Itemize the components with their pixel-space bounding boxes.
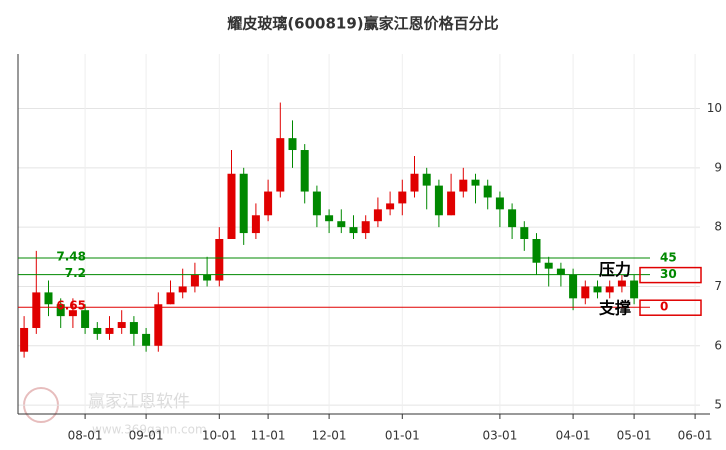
watermark-name: 赢家江恩软件	[88, 392, 190, 412]
candle-body	[459, 179, 468, 192]
candle-body	[239, 173, 248, 234]
candle-body	[154, 304, 163, 346]
candle-body	[93, 327, 102, 334]
candle-body	[520, 227, 529, 239]
candle-body	[300, 150, 309, 192]
candle-body	[483, 185, 492, 198]
candle-body	[422, 173, 431, 186]
candle-body	[178, 286, 187, 293]
candle-body	[361, 221, 370, 234]
candle-body	[251, 215, 260, 234]
y-tick-label: 5	[714, 398, 722, 412]
candle-body	[471, 179, 480, 186]
candle-body	[276, 138, 285, 192]
candle-body	[630, 280, 639, 299]
annotation: 支撑	[598, 299, 631, 318]
candle-body	[544, 262, 553, 269]
candle-body	[312, 191, 321, 216]
y-tick-label: 6	[714, 338, 722, 352]
candle-body	[617, 280, 626, 287]
candle-body	[56, 304, 65, 317]
level-label: 6.65	[56, 299, 86, 313]
candle-body	[495, 197, 504, 210]
x-tick-label: 01-01	[385, 429, 420, 443]
x-tick-label: 12-01	[312, 429, 347, 443]
candle-body	[81, 310, 90, 328]
level-percent: 0	[660, 300, 668, 314]
level-box	[639, 299, 702, 316]
x-tick-label: 10-01	[202, 429, 237, 443]
candle-body	[32, 292, 41, 328]
x-tick-label: 06-01	[678, 429, 713, 443]
candle-body	[215, 239, 224, 281]
y-tick-label: 8	[714, 220, 722, 234]
candle-body	[605, 286, 614, 293]
candle-body	[166, 292, 175, 305]
candle-body	[410, 173, 419, 192]
y-tick-label: 9	[714, 160, 722, 174]
level-percent: 30	[660, 267, 677, 281]
candle-body	[337, 221, 346, 228]
candle-body	[349, 227, 358, 234]
candle-body	[20, 327, 29, 352]
candle-body	[569, 274, 578, 299]
candle-body	[117, 322, 126, 328]
watermark: 赢家江恩软件 www.369gann.com	[23, 387, 207, 437]
candle-body	[227, 173, 236, 239]
candle-body	[105, 327, 114, 334]
x-tick-label: 09-01	[129, 429, 164, 443]
candle-body	[288, 138, 297, 151]
candle-body	[386, 203, 395, 210]
candle-body	[398, 191, 407, 204]
y-tick-label: 10	[707, 101, 722, 115]
candle-body	[142, 333, 151, 346]
candle-body	[434, 185, 443, 216]
candle-body	[44, 292, 53, 305]
candle-body	[264, 191, 273, 216]
candle-body	[68, 310, 77, 317]
level-percent: 45	[660, 250, 677, 264]
candle-body	[556, 268, 565, 275]
x-tick-label: 11-01	[251, 429, 286, 443]
candle-body	[532, 239, 541, 263]
x-tick-label: 05-01	[617, 429, 652, 443]
annotation: 压力	[599, 260, 631, 279]
watermark-url: www.369gann.com	[92, 423, 207, 437]
y-tick-label: 7	[714, 279, 722, 293]
level-label: 7.48	[56, 249, 86, 263]
x-tick-label: 04-01	[556, 429, 591, 443]
x-tick-label: 03-01	[482, 429, 517, 443]
candle-body	[190, 274, 199, 287]
level-box	[639, 266, 702, 284]
candle-body	[581, 286, 590, 299]
candle-body	[325, 215, 334, 222]
candle-body	[447, 191, 456, 216]
candle-body	[508, 209, 517, 228]
level-label: 7.2	[65, 266, 86, 280]
candle-body	[593, 286, 602, 293]
candle-body	[203, 274, 212, 281]
candle-body	[373, 209, 382, 222]
chart-title: 耀皮玻璃(600819)赢家江恩价格百分比	[226, 15, 498, 33]
candle-body	[129, 322, 138, 334]
x-tick-label: 08-01	[68, 429, 103, 443]
